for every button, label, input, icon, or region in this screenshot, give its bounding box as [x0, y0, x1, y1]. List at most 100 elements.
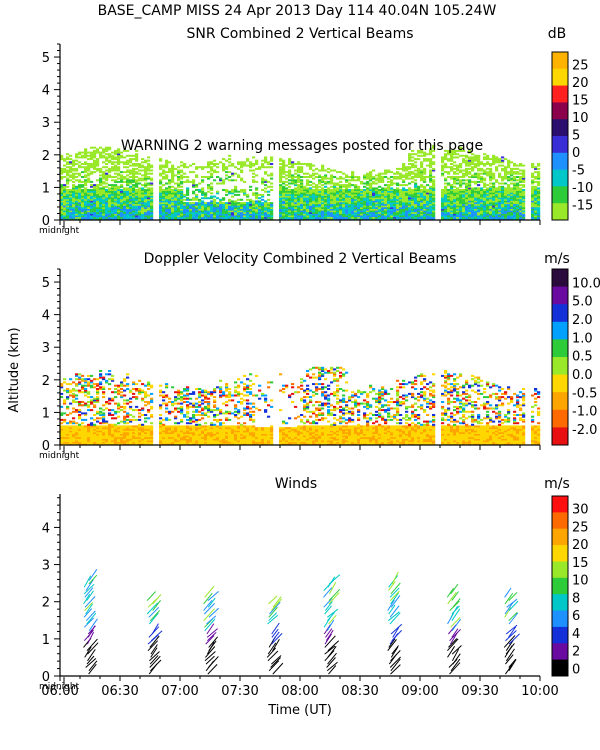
heatmap-cell: [159, 164, 163, 167]
heatmap-cell: [423, 177, 427, 180]
heatmap-cell: [249, 163, 253, 165]
heatmap-cell: [393, 203, 397, 206]
heatmap-cell: [429, 205, 433, 208]
heatmap-cell: [291, 213, 295, 216]
heatmap-cell: [60, 211, 64, 214]
heatmap-cell: [123, 177, 127, 180]
heatmap-cell: [465, 202, 469, 205]
heatmap-cell: [207, 163, 211, 165]
heatmap-cell: [225, 189, 229, 191]
heatmap-cell: [420, 151, 424, 154]
heatmap-cell: [417, 203, 421, 206]
heatmap-cell: [138, 415, 142, 418]
heatmap-cell: [381, 190, 385, 193]
heatmap-cell: [192, 216, 196, 219]
heatmap-cell: [420, 163, 424, 165]
heatmap-cell: [339, 190, 343, 193]
heatmap-cell: [135, 163, 139, 165]
heatmap-cell: [393, 216, 397, 219]
heatmap-cell: [300, 185, 304, 188]
heatmap-cell: [327, 180, 331, 183]
heatmap-cell: [69, 158, 73, 161]
heatmap-cell: [339, 195, 343, 198]
heatmap-cell: [522, 211, 526, 214]
heatmap-cell: [351, 171, 355, 174]
heatmap-cell: [312, 200, 316, 203]
heatmap-cell: [486, 156, 490, 159]
heatmap-cell: [183, 180, 187, 183]
heatmap-cell: [96, 205, 100, 208]
heatmap-cell: [135, 149, 139, 152]
heatmap-cell: [165, 182, 169, 185]
heatmap-cell: [105, 163, 109, 165]
heatmap-cell: [102, 414, 106, 416]
heatmap-cell: [219, 202, 223, 205]
heatmap-cell: [222, 216, 226, 219]
heatmap-cell: [108, 169, 112, 172]
heatmap-cell: [447, 207, 451, 209]
heatmap-cell: [165, 202, 169, 205]
heatmap-cell: [72, 193, 76, 196]
heatmap-cell: [345, 180, 349, 183]
heatmap-cell: [285, 193, 289, 196]
heatmap-cell: [132, 197, 136, 200]
heatmap-cell: [129, 159, 133, 162]
heatmap-cell: [489, 163, 493, 165]
heatmap-cell: [81, 198, 85, 201]
heatmap-cell: [96, 436, 100, 439]
heatmap-cell: [93, 184, 97, 187]
heatmap-cell: [342, 190, 346, 193]
heatmap-cell: [336, 207, 340, 209]
heatmap-cell: [399, 190, 403, 193]
heatmap-cell: [366, 210, 370, 213]
heatmap-cell: [462, 197, 466, 200]
heatmap-cell: [150, 205, 154, 208]
heatmap-cell: [177, 215, 181, 218]
heatmap-cell: [519, 189, 523, 191]
heatmap-cell: [120, 193, 124, 196]
heatmap-cell: [66, 174, 70, 177]
heatmap-cell: [138, 179, 142, 182]
heatmap-cell: [120, 405, 124, 408]
heatmap-cell: [405, 210, 409, 213]
heatmap-cell: [426, 207, 430, 209]
heatmap-cell: [459, 164, 463, 167]
heatmap-cell: [93, 151, 97, 154]
heatmap-cell: [537, 198, 541, 201]
heatmap-cell: [408, 193, 412, 196]
heatmap-cell: [72, 208, 76, 211]
heatmap-cell: [474, 182, 478, 185]
heatmap-cell: [294, 189, 298, 191]
heatmap-cell: [405, 177, 409, 180]
heatmap-cell: [210, 192, 214, 195]
heatmap-cell: [390, 193, 394, 196]
heatmap-cell: [348, 216, 352, 219]
heatmap-cell: [222, 169, 226, 172]
heatmap-cell: [537, 182, 541, 185]
heatmap-cell: [69, 213, 73, 216]
heatmap-cell: [492, 176, 496, 178]
heatmap-cell: [75, 409, 79, 412]
heatmap-cell: [114, 435, 118, 438]
heatmap-cell: [381, 193, 385, 196]
heatmap-cell: [213, 159, 217, 162]
heatmap-cell: [459, 148, 463, 151]
heatmap-cell: [69, 207, 73, 209]
heatmap-cell: [135, 436, 139, 439]
heatmap-cell: [423, 167, 427, 170]
heatmap-cell: [357, 193, 361, 196]
heatmap-cell: [534, 193, 538, 196]
panel-1: 012345midnight10.05.02.01.00.50.0-0.5-1.…: [39, 268, 600, 461]
heatmap-cell: [105, 436, 109, 439]
heatmap-cell: [246, 208, 250, 211]
heatmap-cell: [123, 379, 127, 382]
heatmap-cell: [114, 438, 118, 441]
heatmap-cell: [294, 213, 298, 216]
heatmap-cell: [66, 440, 70, 443]
heatmap-cell: [117, 174, 121, 177]
heatmap-cell: [399, 192, 403, 195]
heatmap-cell: [402, 192, 406, 195]
heatmap-cell: [411, 189, 415, 191]
heatmap-cell: [138, 427, 142, 430]
heatmap-cell: [126, 383, 130, 386]
